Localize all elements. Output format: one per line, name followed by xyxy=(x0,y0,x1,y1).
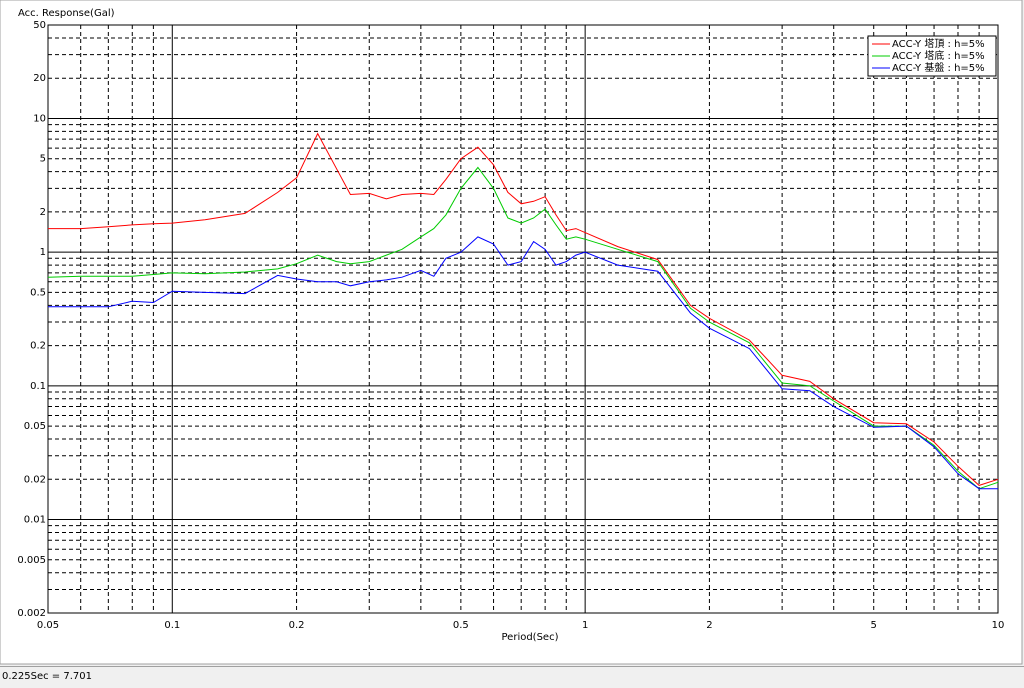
legend-label: ACC-Y 基盤 : h=5% xyxy=(892,61,985,74)
status-bar: 0.225Sec = 7.701 xyxy=(0,666,1024,688)
legend-label: ACC-Y 塔頂 : h=5% xyxy=(892,37,985,50)
x-tick-label: 10 xyxy=(992,620,1005,631)
y-tick-label: 0.1 xyxy=(30,381,46,392)
chart-background xyxy=(0,0,1023,665)
y-tick-label: 0.005 xyxy=(17,555,46,566)
y-tick-label: 0.5 xyxy=(30,287,46,298)
x-tick-label: 0.5 xyxy=(453,620,469,631)
series-line xyxy=(47,166,999,490)
chart: Acc. Response(Gal) Period(Sec) 0.05 0.1 0.… xyxy=(0,0,1023,665)
x-axis-label: Period(Sec) xyxy=(502,632,559,643)
series-line xyxy=(48,132,999,486)
y-tick-label: 2 xyxy=(40,207,46,218)
x-tick-label: 0.2 xyxy=(289,620,305,631)
x-tick-label: 5 xyxy=(871,620,877,631)
y-tick-label: 5 xyxy=(40,154,46,165)
y-tick-label: 0.01 xyxy=(24,515,46,526)
y-tick-label: 0.2 xyxy=(30,341,46,352)
x-tick-label: 0.1 xyxy=(164,620,180,631)
y-tick-label: 0.02 xyxy=(24,474,46,485)
y-tick-label: 50 xyxy=(33,20,46,31)
legend-label: ACC-Y 塔底 : h=5% xyxy=(892,49,985,62)
plot-frame xyxy=(47,24,999,614)
y-tick-label: 10 xyxy=(33,113,46,124)
y-tick-label: 1 xyxy=(40,247,46,258)
x-tick-label: 0.05 xyxy=(37,620,59,631)
chart-title: Acc. Response(Gal) xyxy=(18,8,115,19)
y-tick-label: 20 xyxy=(33,73,46,84)
y-tick-label: 0.002 xyxy=(17,608,46,619)
legend: ACC-Y 塔頂 : h=5%ACC-Y 塔底 : h=5%ACC-Y 基盤 :… xyxy=(867,35,997,77)
x-tick-label: 1 xyxy=(582,620,588,631)
series-line xyxy=(48,236,998,490)
y-tick-label: 0.05 xyxy=(24,421,46,432)
x-tick-label: 2 xyxy=(706,620,712,631)
